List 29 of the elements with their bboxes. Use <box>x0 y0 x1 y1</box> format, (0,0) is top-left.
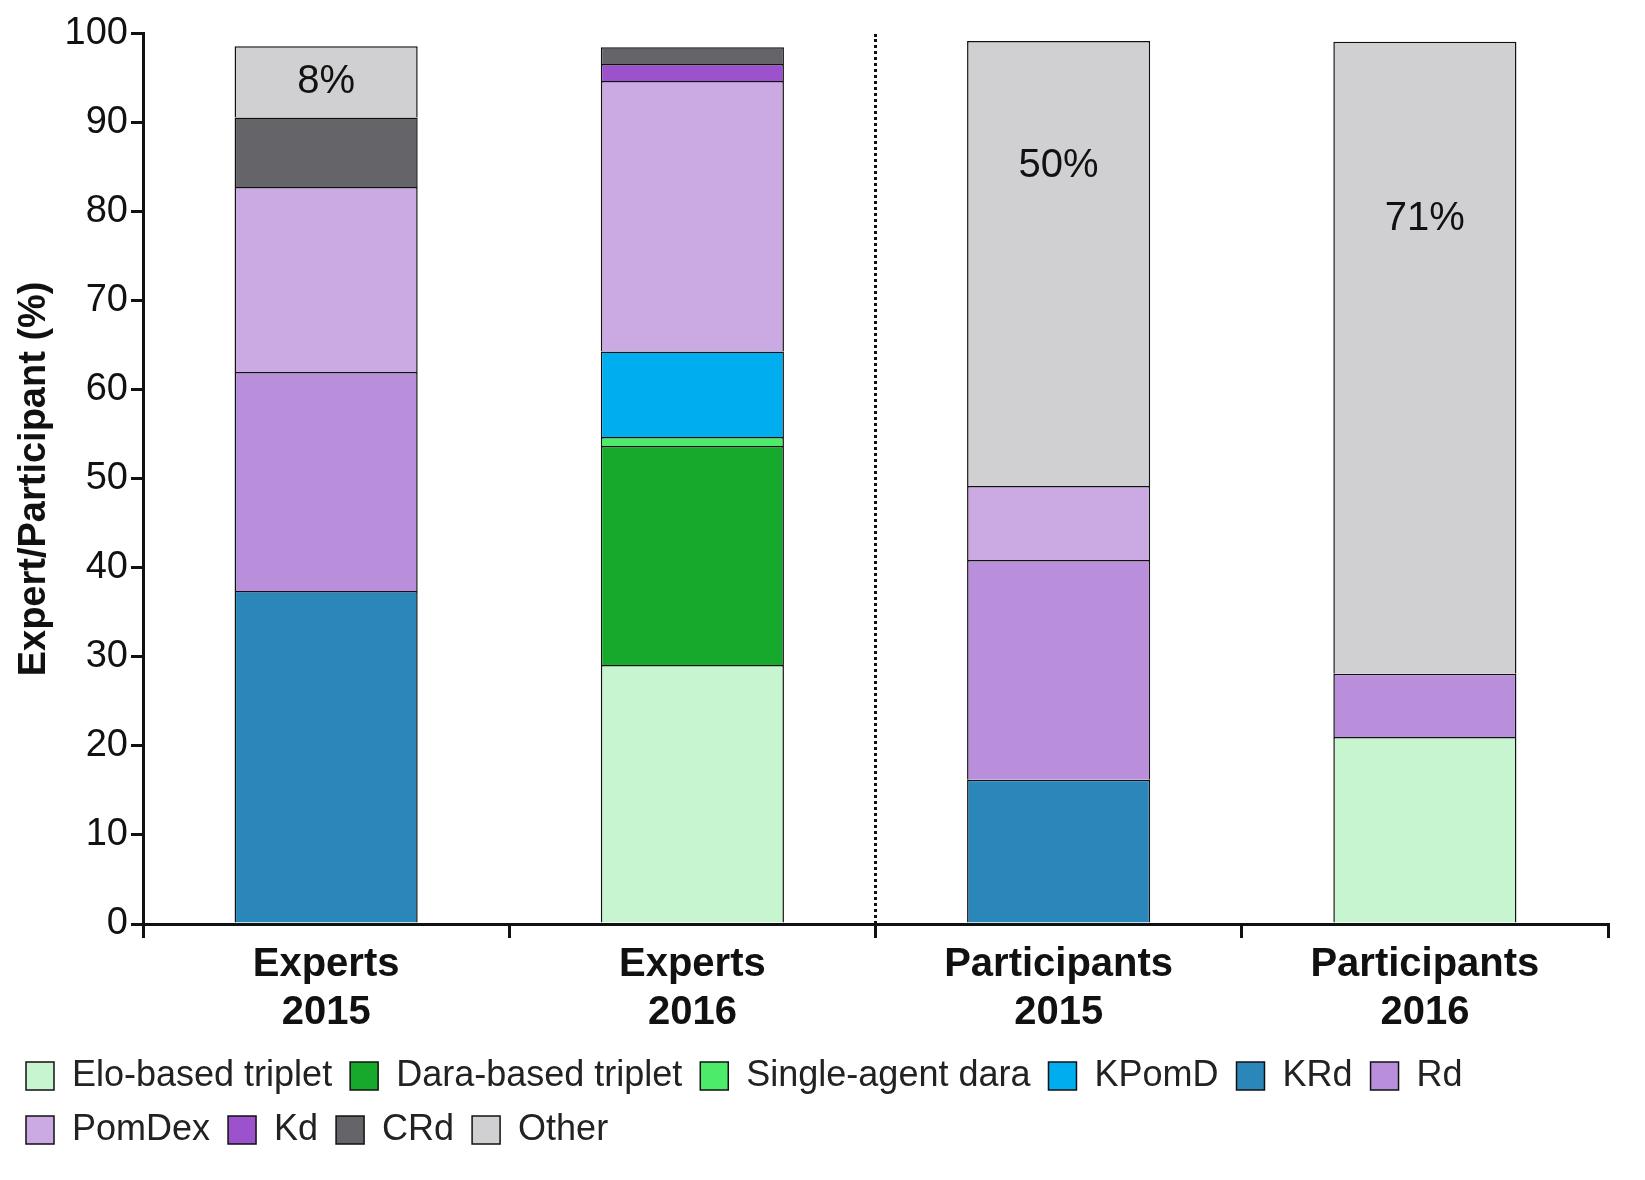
legend-label: KPomD <box>1094 1052 1219 1094</box>
legend-label: KRd <box>1282 1052 1353 1094</box>
legend-label: Rd <box>1416 1052 1463 1094</box>
y-tick-label: 30 <box>85 633 128 676</box>
y-tick-label: 100 <box>64 10 128 53</box>
y-tick-label: 70 <box>85 277 128 320</box>
x-tick-label: Participants 2016 <box>1310 940 1540 1033</box>
legend-label: Dara-based triplet <box>396 1052 683 1094</box>
y-tick-label: 50 <box>85 455 128 498</box>
y-tick-label: 60 <box>85 366 128 409</box>
y-tick-label: 90 <box>85 99 128 142</box>
data-label: 71% <box>1384 193 1465 238</box>
y-axis-title: Expert/Participant (%) <box>11 281 54 677</box>
legend-label: CRd <box>382 1106 455 1148</box>
y-tick-label: 10 <box>85 811 128 854</box>
legend-label: PomDex <box>72 1106 211 1148</box>
y-tick-label: 80 <box>85 188 128 231</box>
y-tick-label: 20 <box>85 722 128 765</box>
x-tick-label: Experts 2015 <box>252 940 400 1033</box>
x-tick-label: Participants 2015 <box>944 940 1174 1033</box>
legend-label: Elo-based triplet <box>72 1052 333 1094</box>
y-tick-label: 0 <box>106 900 128 943</box>
legend-label: Other <box>518 1106 609 1148</box>
legend-label: Single-agent dara <box>746 1052 1032 1094</box>
legend-label: Kd <box>274 1106 319 1148</box>
data-label: 50% <box>1018 140 1099 185</box>
y-tick-label: 40 <box>85 544 128 587</box>
x-tick-label: Experts 2016 <box>619 940 766 1033</box>
data-label: 8% <box>297 56 356 101</box>
